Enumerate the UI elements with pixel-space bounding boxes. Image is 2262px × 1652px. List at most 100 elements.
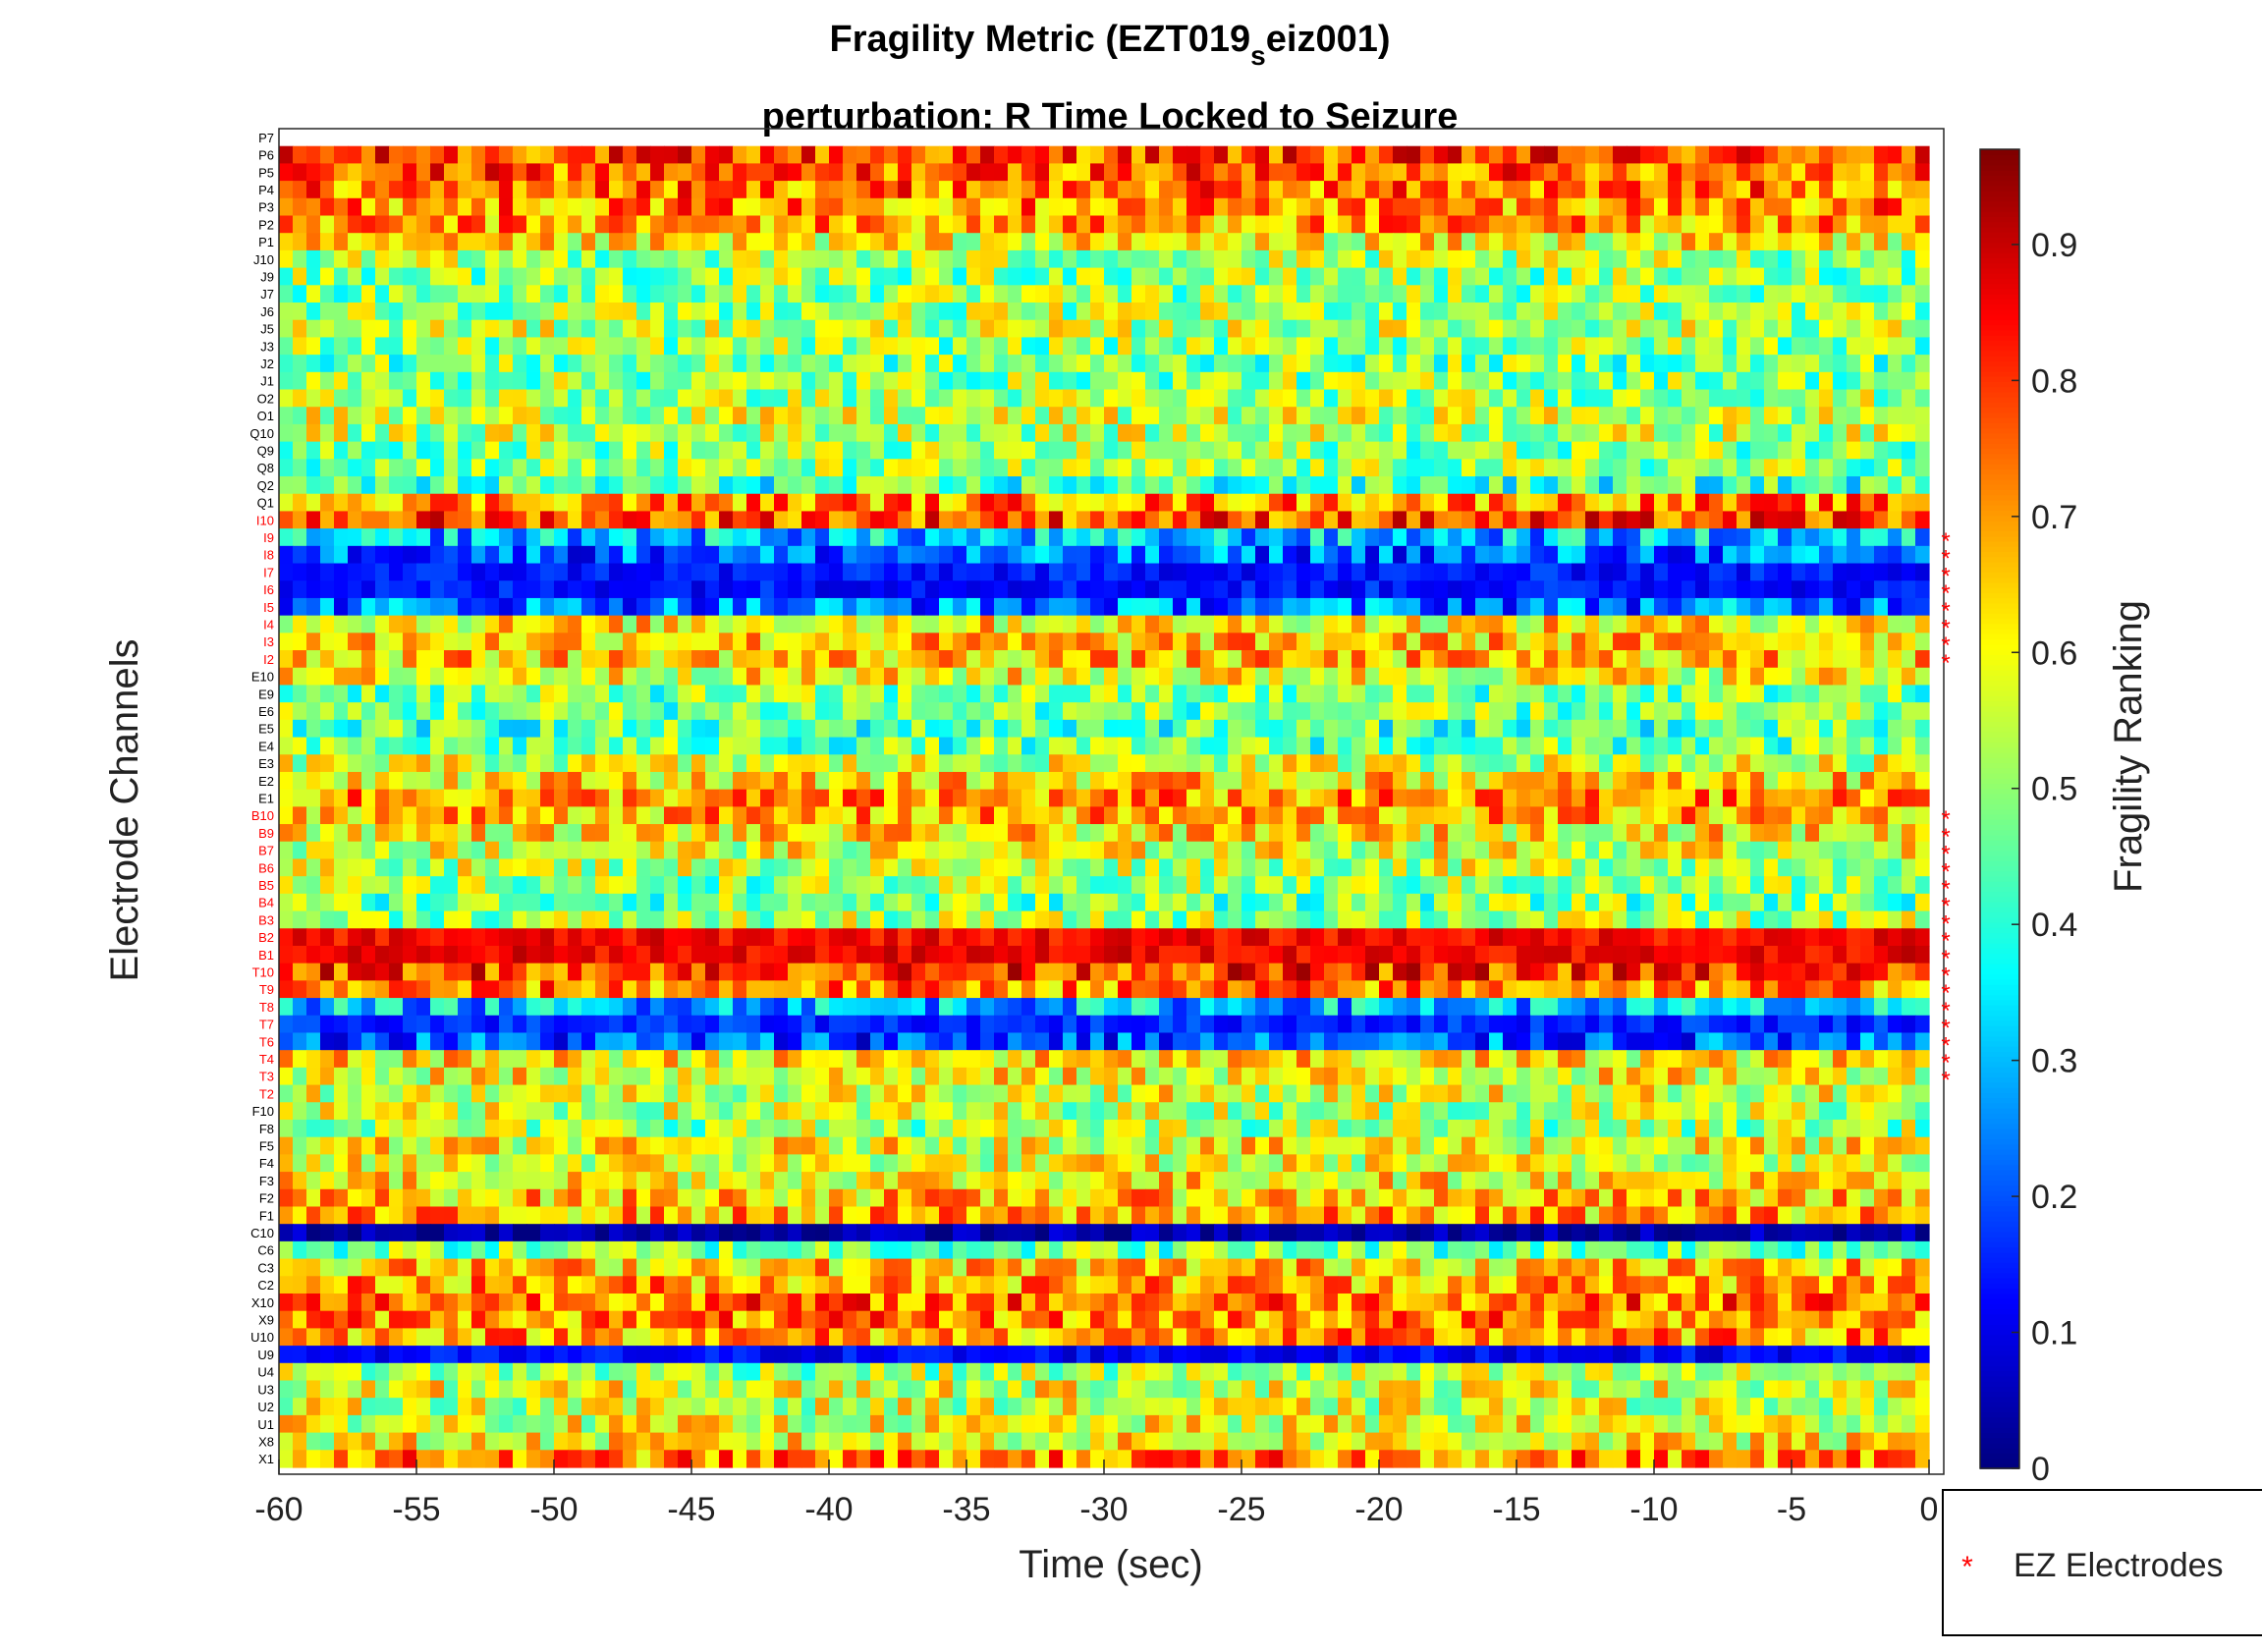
- heatmap-cell: [293, 615, 307, 633]
- heatmap-cell: [1255, 267, 1270, 286]
- heatmap-cell: [485, 163, 500, 182]
- heatmap-cell: [760, 702, 775, 721]
- heatmap-cell: [705, 423, 720, 443]
- heatmap-cell: [1489, 789, 1504, 807]
- heatmap-cell: [1338, 702, 1352, 721]
- heatmap-cell: [1558, 685, 1572, 703]
- heatmap-cell: [348, 563, 362, 581]
- heatmap-cell: [650, 355, 665, 373]
- heatmap-cell: [306, 597, 321, 617]
- heatmap-cell: [1352, 441, 1366, 460]
- heatmap-cell: [1090, 476, 1105, 495]
- heatmap-cell: [788, 841, 802, 860]
- heatmap-cell: [1888, 319, 1903, 339]
- heatmap-cell: [513, 303, 527, 321]
- heatmap-cell: [801, 633, 816, 651]
- heatmap-cell: [389, 789, 404, 807]
- heatmap-cell: [636, 702, 651, 721]
- heatmap-cell: [705, 303, 720, 321]
- heatmap-cell: [925, 563, 940, 581]
- heatmap-cell: [1860, 633, 1875, 651]
- heatmap-cell: [925, 459, 940, 477]
- heatmap-cell: [980, 563, 995, 581]
- heatmap-cell: [1173, 476, 1187, 495]
- heatmap-cell: [1283, 597, 1297, 617]
- heatmap-cell: [1186, 459, 1201, 477]
- heatmap-cell: [1063, 303, 1077, 321]
- heatmap-cell: [691, 719, 706, 739]
- heatmap-cell: [733, 858, 747, 877]
- heatmap-cell: [939, 806, 954, 825]
- heatmap-cell: [774, 407, 789, 425]
- heatmap-cell: [733, 441, 747, 460]
- heatmap-cell: [1668, 650, 1683, 669]
- heatmap-cell: [898, 493, 912, 513]
- heatmap-cell: [691, 337, 706, 356]
- heatmap-cell: [1805, 528, 1820, 547]
- heatmap-cell: [1654, 563, 1669, 581]
- heatmap-cell: [526, 197, 541, 217]
- heatmap-cell: [1008, 303, 1022, 321]
- heatmap-cell: [1860, 580, 1875, 599]
- heatmap-cell: [1475, 371, 1490, 391]
- heatmap-cell: [1173, 650, 1187, 669]
- heatmap-cell: [1833, 650, 1848, 669]
- heatmap-cell: [540, 493, 555, 513]
- heatmap-cell: [980, 806, 995, 825]
- heatmap-cell: [678, 459, 692, 477]
- heatmap-cell: [458, 407, 472, 425]
- heatmap-cell: [1530, 319, 1545, 339]
- heatmap-cell: [966, 303, 981, 321]
- heatmap-cell: [1145, 197, 1160, 217]
- heatmap-cell: [1462, 163, 1476, 182]
- heatmap-cell: [1090, 580, 1105, 599]
- heatmap-cell: [485, 215, 500, 234]
- heatmap-cell: [334, 754, 349, 773]
- heatmap-cell: [1434, 303, 1449, 321]
- heatmap-cell: [678, 754, 692, 773]
- heatmap-cell: [1572, 355, 1586, 373]
- heatmap-cell: [636, 355, 651, 373]
- heatmap-cell: [1572, 337, 1586, 356]
- heatmap-cell: [1517, 511, 1531, 529]
- heatmap-cell: [664, 719, 679, 739]
- heatmap-cell: [1695, 511, 1710, 529]
- heatmap-cell: [980, 233, 995, 251]
- heatmap-cell: [458, 337, 472, 356]
- heatmap-cell: [1104, 597, 1119, 617]
- heatmap-cell: [719, 303, 734, 321]
- heatmap-cell: [678, 702, 692, 721]
- heatmap-cell: [1255, 389, 1270, 408]
- heatmap-cell: [279, 545, 294, 565]
- heatmap-cell: [774, 285, 789, 303]
- heatmap-cell: [1008, 355, 1022, 373]
- heatmap-cell: [595, 511, 610, 529]
- heatmap-cell: [1805, 493, 1820, 513]
- heatmap-cell: [636, 528, 651, 547]
- heatmap-cell: [1420, 163, 1435, 182]
- heatmap-cell: [898, 754, 912, 773]
- heatmap-cell: [458, 423, 472, 443]
- heatmap-cell: [1255, 407, 1270, 425]
- heatmap-cell: [1888, 267, 1903, 286]
- heatmap-cell: [1379, 163, 1394, 182]
- heatmap-cell: [1200, 597, 1215, 617]
- heatmap-cell: [939, 181, 954, 199]
- heatmap-cell: [801, 737, 816, 755]
- heatmap-cell: [1200, 719, 1215, 739]
- heatmap-cell: [1723, 267, 1738, 286]
- heatmap-cell: [1035, 197, 1050, 217]
- heatmap-cell: [595, 493, 610, 513]
- heatmap-cell: [1008, 441, 1022, 460]
- heatmap-cell: [540, 737, 555, 755]
- heatmap-cell: [691, 233, 706, 251]
- heatmap-cell: [829, 719, 844, 739]
- heatmap-cell: [719, 806, 734, 825]
- heatmap-cell: [1228, 789, 1242, 807]
- heatmap-cell: [760, 719, 775, 739]
- heatmap-cell: [1475, 145, 1490, 164]
- heatmap-cell: [1448, 511, 1462, 529]
- heatmap-cell: [1352, 337, 1366, 356]
- heatmap-cell: [953, 197, 967, 217]
- heatmap-cell: [403, 285, 417, 303]
